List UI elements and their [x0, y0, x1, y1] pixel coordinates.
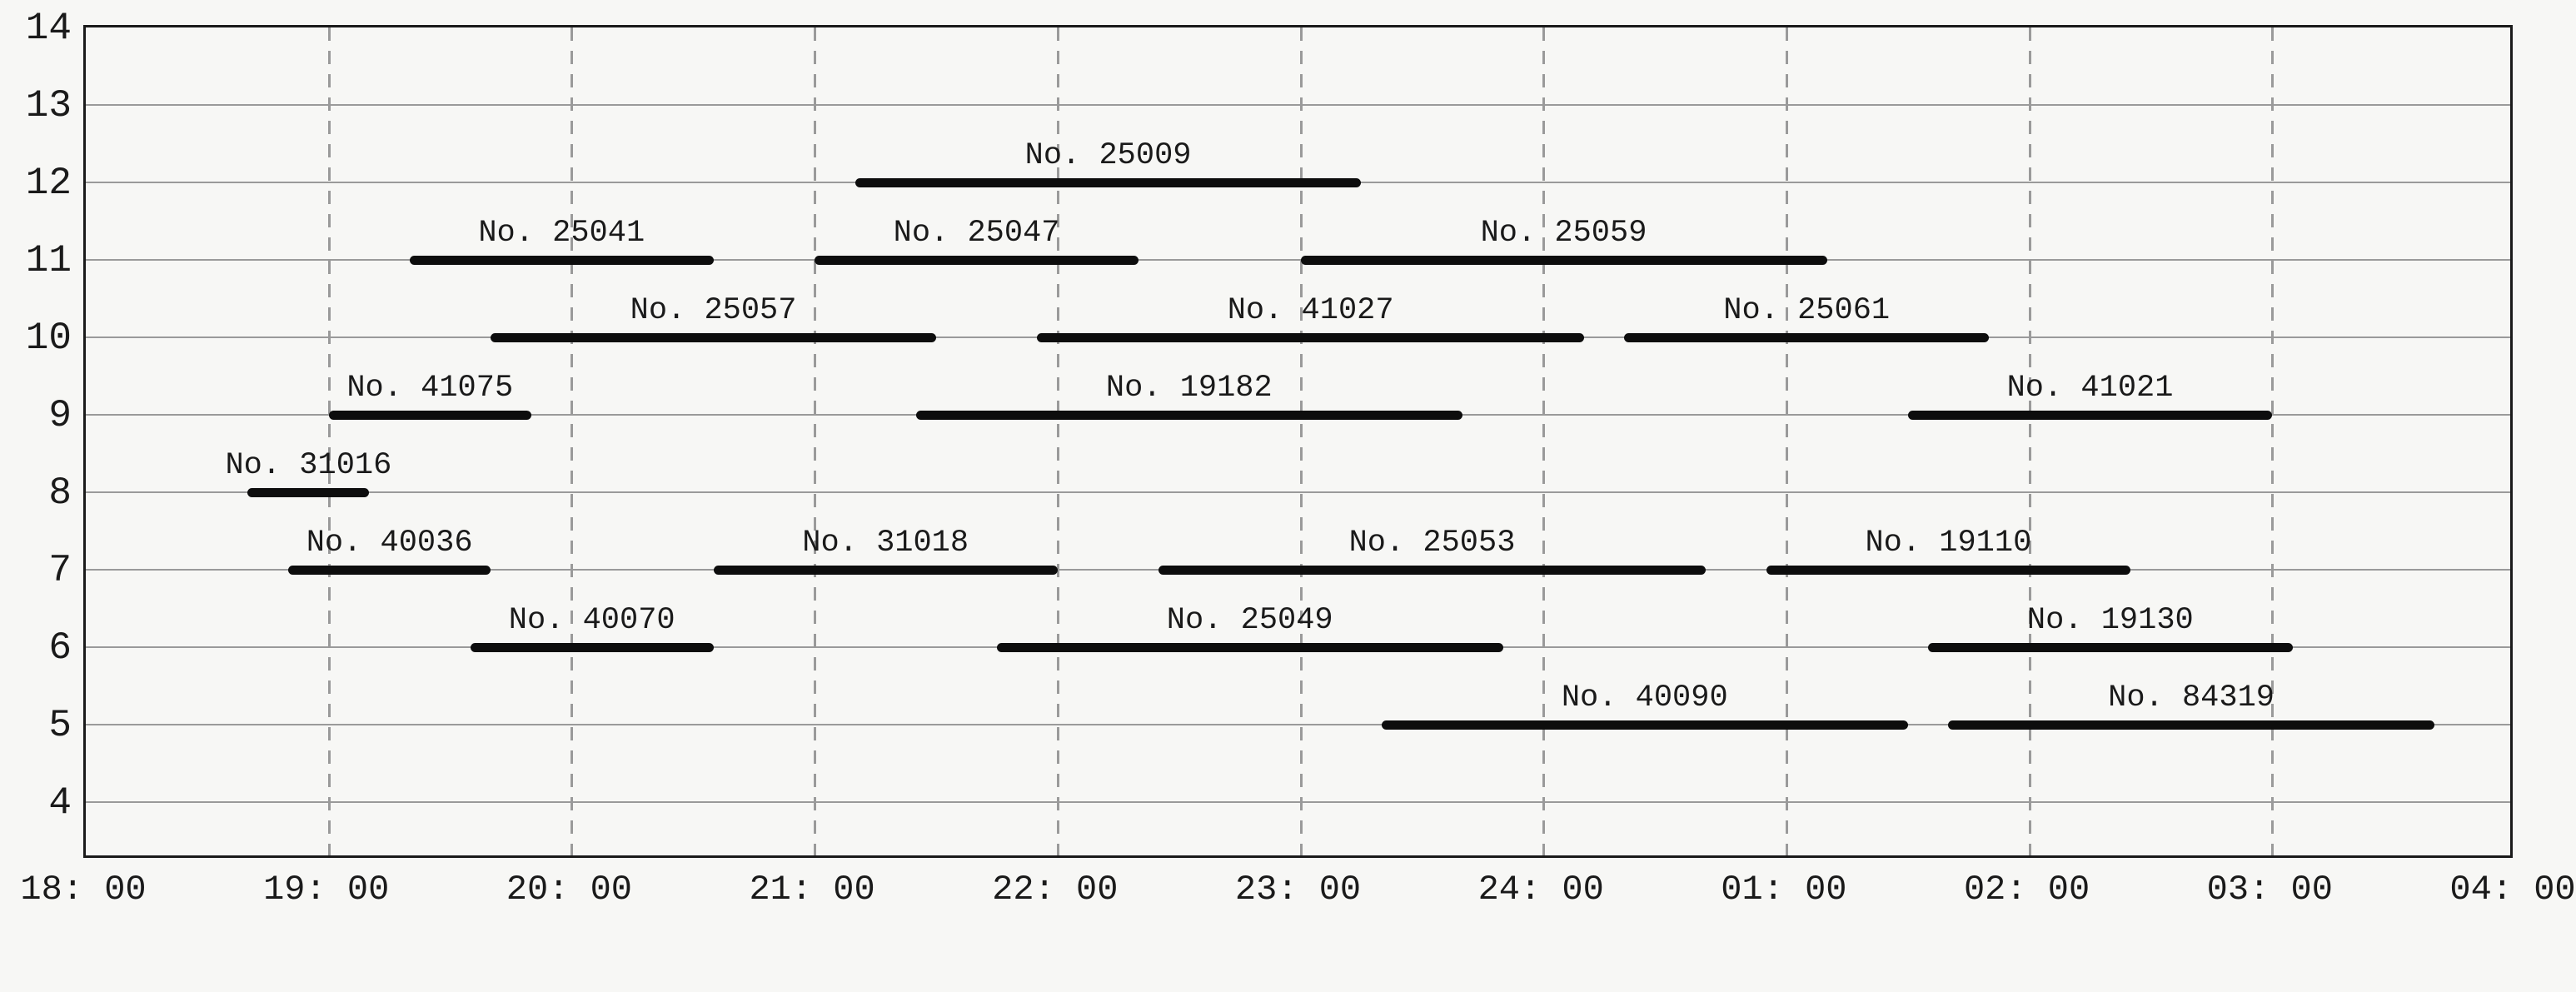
train-bar: [1624, 333, 1989, 342]
y-tick-label-9: 9: [48, 394, 72, 437]
train-bar: [915, 411, 1462, 420]
y-tick-label-10: 10: [25, 317, 72, 360]
train-bar: [328, 411, 531, 420]
gridline-hour-dashed: [2271, 27, 2275, 855]
train-bar: [288, 566, 491, 575]
x-tick-label-18:00: 18: 00: [20, 870, 147, 910]
x-tick-label-21:00: 21: 00: [749, 870, 875, 910]
x-tick-label-20:00: 20: 00: [506, 870, 632, 910]
train-bar-label: No. 25047: [893, 216, 1060, 251]
train-bar: [1766, 566, 2131, 575]
y-tick-label-12: 12: [25, 162, 72, 205]
gridline-hour-dashed: [571, 27, 574, 855]
train-bar-label: No. 25009: [1024, 138, 1192, 173]
train-bar-label: No. 19110: [1865, 526, 2032, 561]
y-tick-label-7: 7: [48, 549, 72, 592]
x-tick-label-04:00: 04: 00: [2449, 870, 2576, 910]
gridline-hour-dashed: [1299, 27, 1303, 855]
y-tick-label-14: 14: [25, 7, 72, 50]
train-bar: [470, 643, 714, 652]
x-tick-label-01:00: 01: 00: [1721, 870, 1847, 910]
y-tick-label-4: 4: [48, 781, 72, 825]
train-bar: [1928, 643, 2293, 652]
gridline-hour-dashed: [814, 27, 817, 855]
gridline-hour-dashed: [1056, 27, 1059, 855]
gridline-hour-dashed: [327, 27, 331, 855]
train-bar: [1907, 411, 2273, 420]
y-tick-label-5: 5: [48, 704, 72, 747]
train-bar-label: No. 25061: [1723, 293, 1891, 328]
x-tick-label-19:00: 19: 00: [263, 870, 390, 910]
train-bar: [1037, 333, 1584, 342]
x-tick-label-22:00: 22: 00: [992, 870, 1119, 910]
gridline-horizontal-8: [86, 491, 2510, 493]
train-bar: [1381, 720, 1908, 730]
gridline-horizontal-11: [86, 259, 2510, 261]
train-bar-label: No. 31016: [225, 448, 392, 483]
train-bar: [996, 643, 1503, 652]
train-bar: [815, 256, 1139, 265]
y-tick-label-6: 6: [48, 626, 72, 670]
x-tick-label-23:00: 23: 00: [1234, 870, 1362, 910]
y-tick-label-13: 13: [25, 84, 72, 127]
gridline-hour-dashed: [1785, 27, 1788, 855]
train-bar-label: No. 41021: [2006, 371, 2174, 406]
train-bar-label: No. 25059: [1480, 216, 1647, 251]
train-bar-label: No. 25057: [630, 293, 797, 328]
y-tick-label-11: 11: [25, 239, 72, 282]
train-bar: [491, 333, 936, 342]
gridline-horizontal-5: [86, 724, 2510, 725]
train-bar-label: No. 40036: [306, 526, 473, 561]
train-bar-label: No. 84319: [2108, 680, 2275, 715]
x-tick-label-24:00: 24: 00: [1477, 870, 1604, 910]
x-tick-label-03:00: 03: 00: [2206, 870, 2333, 910]
train-bar-label: No. 19130: [2026, 603, 2194, 638]
x-tick-label-02:00: 02: 00: [1963, 870, 2090, 910]
train-bar: [409, 256, 714, 265]
train-bar-label: No. 25049: [1166, 603, 1333, 638]
train-bar: [855, 178, 1362, 187]
gridline-horizontal-4: [86, 801, 2510, 803]
train-bar: [1948, 720, 2434, 730]
train-bar: [1300, 256, 1827, 265]
train-bar-label: No. 19182: [1105, 371, 1273, 406]
train-bar: [713, 566, 1058, 575]
train-bar-label: No. 41075: [346, 371, 514, 406]
gridline-hour-dashed: [1542, 27, 1546, 855]
train-bar-label: No. 40090: [1561, 680, 1728, 715]
train-bar-label: No. 40070: [508, 603, 675, 638]
gridline-horizontal-13: [86, 104, 2510, 106]
train-bar: [247, 488, 370, 497]
train-bar: [1158, 566, 1706, 575]
plot-area: No. 25009 No. 25041 No. 25047 No. 25059 No. …: [83, 25, 2513, 858]
gridline-hour-dashed: [2028, 27, 2031, 855]
train-bar-label: No. 25041: [478, 216, 645, 251]
train-bar-label: No. 41027: [1227, 293, 1394, 328]
y-tick-label-8: 8: [48, 471, 72, 515]
train-bar-label: No. 31018: [802, 526, 969, 561]
train-bar-label: No. 25053: [1348, 526, 1516, 561]
